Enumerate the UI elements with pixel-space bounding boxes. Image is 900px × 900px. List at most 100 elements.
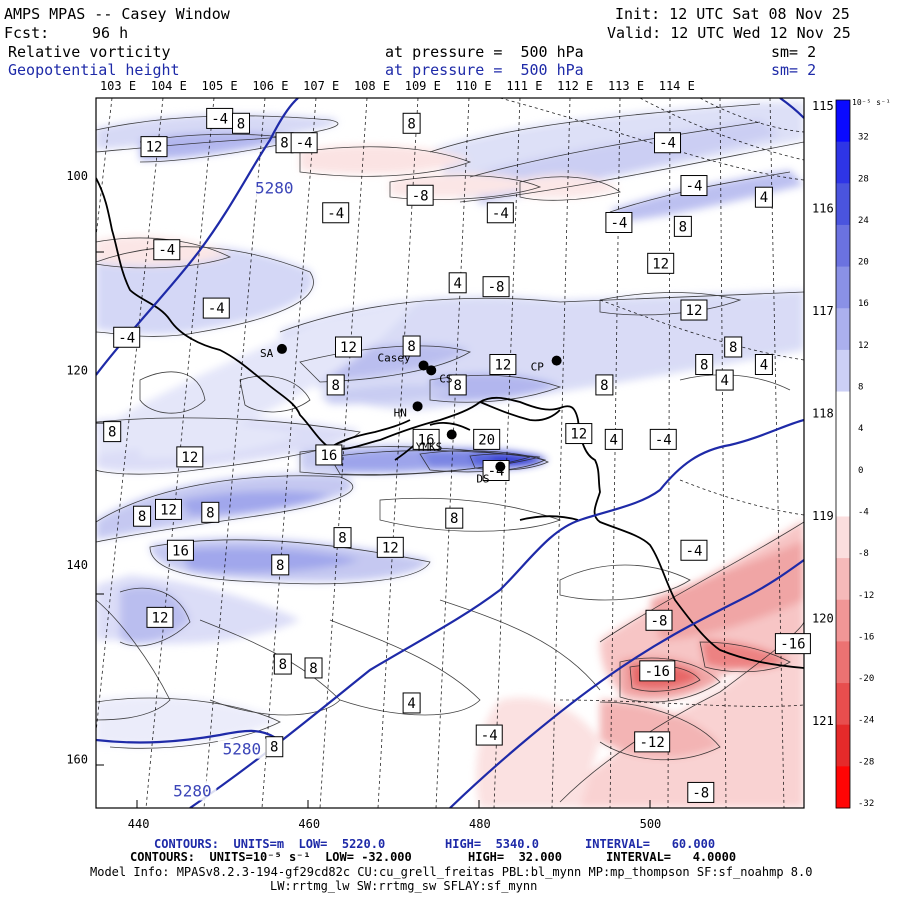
colorbar-swatch	[836, 224, 850, 268]
field2-name: Geopotential height	[8, 61, 180, 79]
svg-text:12: 12	[146, 140, 163, 156]
svg-text:8: 8	[206, 505, 214, 521]
colorbar-level-label: 0	[858, 466, 863, 476]
y-tick-label: 140	[66, 558, 88, 572]
vorticity-contour-label: 16	[412, 428, 440, 450]
vorticity-contour-label: 8	[326, 374, 345, 396]
svg-text:8: 8	[138, 509, 146, 525]
station-label: CP	[531, 361, 545, 374]
svg-text:-8: -8	[651, 613, 668, 629]
vorticity-contour-label: 4	[754, 186, 773, 208]
colorbar-swatch	[836, 433, 850, 476]
height-contour-interval: INTERVAL= 60.000	[585, 837, 716, 851]
y-tick-label: 160	[66, 752, 88, 766]
svg-text:12: 12	[181, 450, 198, 466]
y-tick-label: 120	[66, 363, 88, 377]
svg-text:-4: -4	[610, 215, 627, 231]
station-label: YMKS	[416, 441, 443, 454]
svg-text:8: 8	[237, 116, 245, 132]
svg-text:-4: -4	[327, 206, 344, 222]
station-label: Casey	[378, 351, 411, 364]
vorticity-contour-label: 8	[232, 112, 251, 134]
vorticity-contour-label: 4	[604, 428, 623, 450]
svg-text:8: 8	[450, 511, 458, 527]
vorticity-contour-label: -4	[654, 132, 682, 154]
vorticity-contour-label: -16	[774, 633, 811, 655]
y-tick-label: 100	[66, 169, 88, 183]
x-tick-label: 460	[298, 817, 320, 831]
svg-text:12: 12	[160, 502, 177, 518]
vorticity-contour-label: 8	[275, 132, 294, 154]
station-marker	[412, 401, 423, 412]
svg-text:8: 8	[453, 378, 461, 394]
top-longitude-label: 114 E	[659, 79, 695, 93]
colorbar-level-label: -28	[858, 757, 874, 767]
svg-text:8: 8	[407, 339, 415, 355]
vorticity-contour-label: 12	[647, 252, 675, 274]
vorticity-contour-label: 8	[133, 505, 152, 527]
svg-text:-16: -16	[780, 637, 805, 653]
field1-level: at pressure = 500 hPa	[385, 43, 584, 61]
valid-time: Valid: 12 UTC Wed 12 Nov 25	[607, 24, 851, 42]
svg-text:5280: 5280	[173, 781, 212, 800]
top-longitude-label: 113 E	[608, 79, 644, 93]
svg-text:-4: -4	[296, 136, 313, 152]
vorticity-contour-label: 12	[565, 423, 593, 445]
svg-text:12: 12	[570, 427, 587, 443]
height-contour-label: 5280	[168, 780, 217, 801]
colorbar-level-label: -20	[858, 674, 874, 684]
station-marker	[426, 365, 437, 376]
svg-text:12: 12	[652, 256, 669, 272]
vorticity-contour-label: -4	[649, 428, 677, 450]
svg-text:8: 8	[679, 219, 687, 235]
svg-text:-12: -12	[640, 735, 665, 751]
colorbar-swatch	[836, 474, 850, 517]
svg-text:-4: -4	[211, 111, 228, 127]
vorticity-shading	[96, 98, 804, 808]
vorticity-contour-label: 8	[695, 353, 714, 375]
height-contour-info: CONTOURS: UNITS=m LOW= 5220.0	[154, 837, 386, 851]
colorbar-swatch	[836, 683, 850, 726]
vorticity-contour-label: 8	[273, 653, 292, 675]
top-longitude-label: 106 E	[252, 79, 288, 93]
vorticity-colorbar: 32 28 24 20 16 12 8 4 0 -4 -8 -12 -16 -20 -24 -28 -32	[835, 99, 874, 809]
svg-text:-4: -4	[686, 543, 703, 559]
svg-text:8: 8	[270, 740, 278, 756]
svg-text:8: 8	[338, 531, 346, 547]
colorbar-swatch	[836, 100, 850, 143]
svg-text:4: 4	[610, 432, 618, 448]
svg-text:8: 8	[600, 378, 608, 394]
field1-name: Relative vorticity	[8, 43, 171, 61]
vorticity-contour-label: 12	[680, 299, 708, 321]
svg-text:-8: -8	[692, 785, 709, 801]
station-marker	[446, 429, 457, 440]
vorticity-contour-label: -4	[206, 107, 234, 129]
vorticity-contour-label: -4	[475, 724, 503, 746]
vorticity-contour-label: 8	[265, 736, 284, 758]
vorticity-contour-label: -12	[634, 731, 671, 753]
colorbar-swatch	[836, 266, 850, 309]
vorticity-contour-label: -4	[153, 239, 181, 261]
init-time: Init: 12 UTC Sat 08 Nov 25	[615, 5, 850, 23]
vorticity-contour-label: -8	[406, 184, 434, 206]
top-longitude-label: 111 E	[506, 79, 542, 93]
svg-text:-4: -4	[655, 432, 672, 448]
svg-text:-16: -16	[645, 664, 670, 680]
top-longitude-label: 104 E	[151, 79, 187, 93]
svg-text:-8: -8	[412, 188, 429, 204]
height-contour-label: 5280	[217, 738, 266, 759]
svg-text:-4: -4	[481, 728, 498, 744]
colorbar-level-label: -8	[858, 549, 869, 559]
station-marker	[551, 355, 562, 366]
svg-text:-4: -4	[158, 243, 175, 259]
vorticity-contour-interval: INTERVAL= 4.0000	[606, 850, 737, 864]
svg-text:8: 8	[407, 116, 415, 132]
vorticity-contour-label: -4	[680, 539, 708, 561]
vorticity-contour-label: -4	[290, 132, 318, 154]
vorticity-contour-label: -4	[202, 297, 230, 319]
vorticity-contour-label: 4	[448, 272, 467, 294]
vorticity-contour-label: 12	[140, 136, 168, 158]
plot-frame	[95, 97, 805, 809]
svg-text:16: 16	[418, 432, 435, 448]
colorbar-level-label: 8	[858, 383, 863, 393]
